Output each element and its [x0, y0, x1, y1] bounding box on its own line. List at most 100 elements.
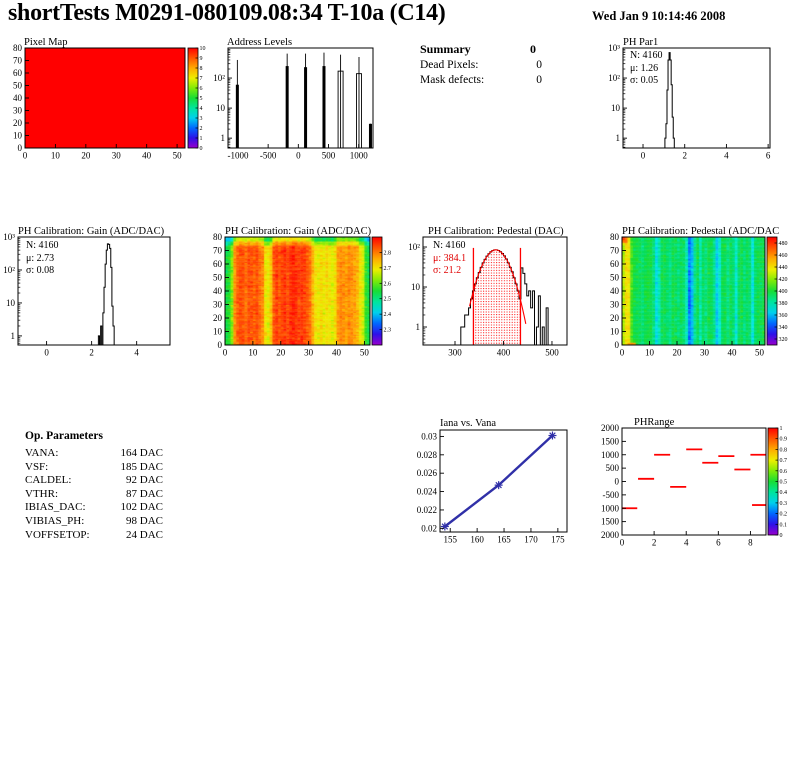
svg-text:80: 80 — [610, 232, 620, 242]
pedestal-histogram-plot: 300 400 500 1 10 10² — [408, 236, 568, 358]
svg-text:40: 40 — [13, 93, 23, 103]
svg-text:0.2: 0.2 — [780, 512, 788, 518]
svg-text:300: 300 — [448, 348, 462, 358]
svg-text:1000: 1000 — [350, 151, 369, 161]
svg-text:50: 50 — [755, 348, 765, 358]
svg-text:480: 480 — [779, 241, 788, 247]
panel-gain-map: PH Calibration: Gain (ADC/DAC) 0 10 20 30 40… — [200, 220, 400, 358]
svg-text:0.5: 0.5 — [780, 480, 788, 486]
svg-text:2.6: 2.6 — [384, 281, 392, 287]
svg-text:2: 2 — [89, 348, 94, 358]
svg-text:165: 165 — [497, 535, 511, 545]
svg-text:10: 10 — [216, 103, 226, 113]
chart-title: Pixel Map — [24, 37, 68, 48]
svg-text:160: 160 — [470, 535, 484, 545]
svg-text:0.028: 0.028 — [417, 450, 438, 460]
op-param-row: VSF: 185 DAC — [25, 460, 163, 473]
svg-text:1: 1 — [11, 331, 16, 341]
panel-gain-histogram: PH Calibration: Gain (ADC/DAC) N: 4160 μ… — [0, 220, 215, 358]
svg-text:1: 1 — [221, 133, 226, 143]
chart-title: PH Calibration: Gain (ADC/DAC) — [225, 226, 372, 237]
svg-text:6: 6 — [716, 538, 721, 548]
svg-text:80: 80 — [13, 43, 23, 53]
svg-text:500: 500 — [545, 348, 559, 358]
svg-text:0: 0 — [296, 151, 301, 161]
panel-ph-par1: PH Par1 N: 4160 μ: 1.26 σ: 0.05 0 2 4 6 1 10 1… — [600, 32, 796, 162]
chart-title: PHRange — [634, 417, 675, 428]
svg-text:2.8: 2.8 — [384, 250, 392, 256]
pedestal-heatmap — [622, 237, 765, 345]
svg-text:10: 10 — [411, 282, 421, 292]
svg-text:80: 80 — [213, 232, 223, 242]
chart-title: Address Levels — [227, 37, 293, 48]
svg-text:400: 400 — [779, 289, 788, 295]
svg-text:-500: -500 — [603, 490, 620, 500]
stats-box: N: 4160 μ: 384.1 σ: 21.2 — [433, 240, 467, 276]
op-param-row: VOFFSETOP: 24 DAC — [25, 528, 163, 541]
iana-vana-plot: 155 160 165 170 175 0.02 0.022 0.024 0.026 0.028 0… — [417, 429, 568, 545]
svg-text:9: 9 — [200, 56, 203, 62]
svg-text:20: 20 — [610, 313, 620, 323]
svg-text:10: 10 — [610, 327, 620, 337]
svg-text:2: 2 — [200, 126, 203, 132]
op-parameters-block: Op. Parameters VANA: 164 DAC VSF: 185 DAC … — [25, 430, 163, 542]
svg-text:380: 380 — [779, 301, 788, 307]
phrange-plot: 0 2 4 6 8 2000 1500 1000 500 0 -500 1000 1500 2000 1 0.… — [601, 423, 788, 548]
svg-text:0.3: 0.3 — [780, 501, 788, 507]
gain-heatmap — [225, 237, 370, 345]
svg-text:10²: 10² — [3, 265, 15, 275]
svg-text:50: 50 — [173, 151, 183, 161]
svg-text:20: 20 — [13, 118, 23, 128]
svg-text:0.02: 0.02 — [421, 523, 437, 533]
svg-text:0.022: 0.022 — [417, 505, 437, 515]
svg-text:2.4: 2.4 — [384, 312, 392, 318]
timestamp: Wed Jan 9 10:14:46 2008 — [592, 9, 726, 23]
svg-text:0.7: 0.7 — [780, 458, 788, 464]
svg-text:1: 1 — [616, 133, 621, 143]
svg-text:0: 0 — [23, 151, 28, 161]
svg-text:10: 10 — [13, 131, 23, 141]
address-levels-plot: -1000 -500 0 500 1000 1 10 10² — [213, 47, 374, 161]
svg-text:30: 30 — [304, 348, 314, 358]
svg-text:1: 1 — [416, 322, 421, 332]
svg-text:0.024: 0.024 — [417, 487, 438, 497]
svg-text:1500: 1500 — [601, 517, 620, 527]
svg-text:30: 30 — [13, 106, 23, 116]
svg-text:40: 40 — [610, 286, 620, 296]
svg-text:0: 0 — [615, 340, 620, 350]
svg-text:0: 0 — [780, 533, 783, 539]
svg-text:1500: 1500 — [601, 436, 620, 446]
svg-text:340: 340 — [779, 325, 788, 331]
svg-text:7: 7 — [200, 76, 203, 82]
svg-text:4: 4 — [724, 151, 729, 161]
op-parameters-title: Op. Parameters — [25, 430, 103, 442]
svg-text:1000: 1000 — [601, 503, 620, 513]
svg-text:500: 500 — [322, 151, 336, 161]
svg-text:50: 50 — [213, 273, 223, 283]
op-param-row: VANA: 164 DAC — [25, 447, 163, 459]
panel-iana-vs-vana: Iana vs. Vana 155 160 165 170 175 0.02 0.022 0.… — [415, 410, 585, 545]
svg-text:10³: 10³ — [3, 232, 15, 242]
svg-text:40: 40 — [332, 348, 342, 358]
svg-text:10: 10 — [213, 327, 223, 337]
svg-text:8: 8 — [748, 538, 753, 548]
svg-text:10: 10 — [611, 103, 621, 113]
svg-text:40: 40 — [728, 348, 738, 358]
svg-text:20: 20 — [81, 151, 91, 161]
summary-row-dead-pixels: Dead Pixels: 0 — [420, 58, 542, 71]
svg-text:4: 4 — [134, 348, 139, 358]
svg-text:0.026: 0.026 — [417, 468, 438, 478]
pedestal-map-axes: 0 10 20 30 40 50 0 10 20 30 40 50 60 70 80 480 460 440 420… — [610, 232, 788, 358]
svg-text:4: 4 — [200, 106, 203, 112]
svg-text:50: 50 — [360, 348, 370, 358]
ph-par1-plot: 0 2 4 6 1 10 10² 10³ — [608, 43, 771, 161]
svg-text:175: 175 — [551, 535, 565, 545]
svg-text:60: 60 — [13, 68, 23, 78]
panel-address-levels: Address Levels -1000 -500 0 500 1000 1 10 10² — [200, 32, 400, 162]
svg-text:50: 50 — [610, 273, 620, 283]
svg-text:30: 30 — [610, 300, 620, 310]
svg-text:0: 0 — [200, 146, 203, 152]
svg-text:0: 0 — [615, 477, 620, 487]
op-param-row: VIBIAS_PH: 98 DAC — [25, 514, 163, 527]
